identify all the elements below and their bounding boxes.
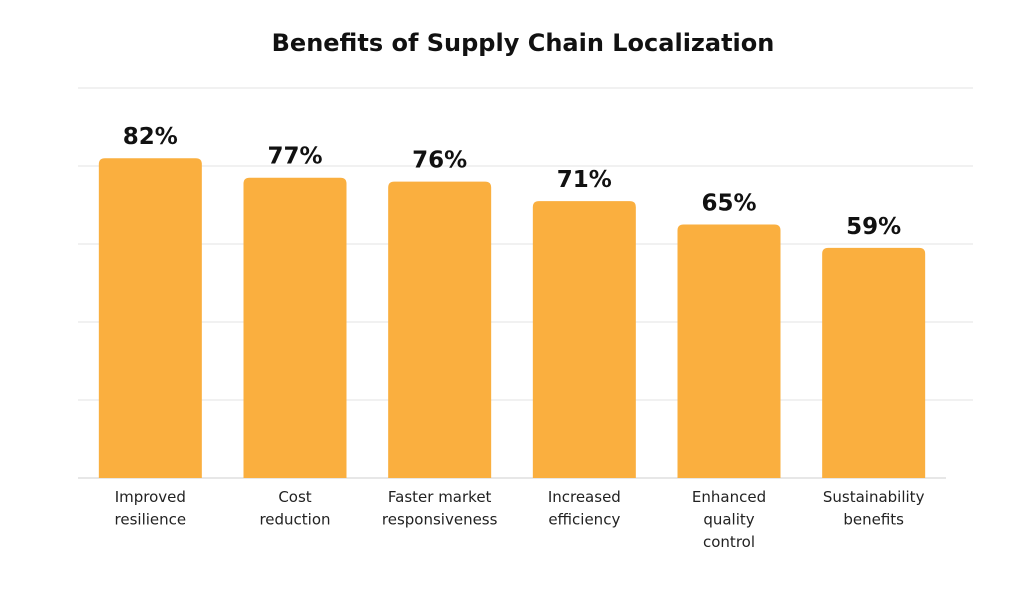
value-label: 77% — [267, 144, 322, 170]
category-label: Sustainability benefits — [823, 488, 925, 529]
bar — [388, 181, 492, 478]
bar — [98, 158, 202, 478]
value-label: 71% — [557, 167, 612, 193]
category-label: Cost reduction — [259, 488, 330, 529]
value-label: 59% — [846, 214, 901, 240]
category-label: Increased efficiency — [548, 488, 621, 529]
category-label: Faster market responsiveness — [382, 488, 498, 529]
category-label: Enhanced quality control — [692, 488, 766, 551]
bar — [243, 177, 347, 478]
value-label: 65% — [701, 191, 756, 217]
category-label: Improved resilience — [115, 488, 187, 529]
bar — [677, 224, 781, 478]
bars — [98, 158, 926, 478]
bar — [532, 201, 636, 478]
value-label: 82% — [123, 124, 178, 150]
value-labels: 82% 77% 76% 71% 65% 59% — [123, 124, 901, 240]
value-label: 76% — [412, 148, 467, 174]
bar — [822, 247, 926, 478]
chart-title: Benefits of Supply Chain Localization — [272, 29, 775, 57]
category-labels: Improved resilience Cost reduction Faster ma… — [115, 488, 925, 551]
